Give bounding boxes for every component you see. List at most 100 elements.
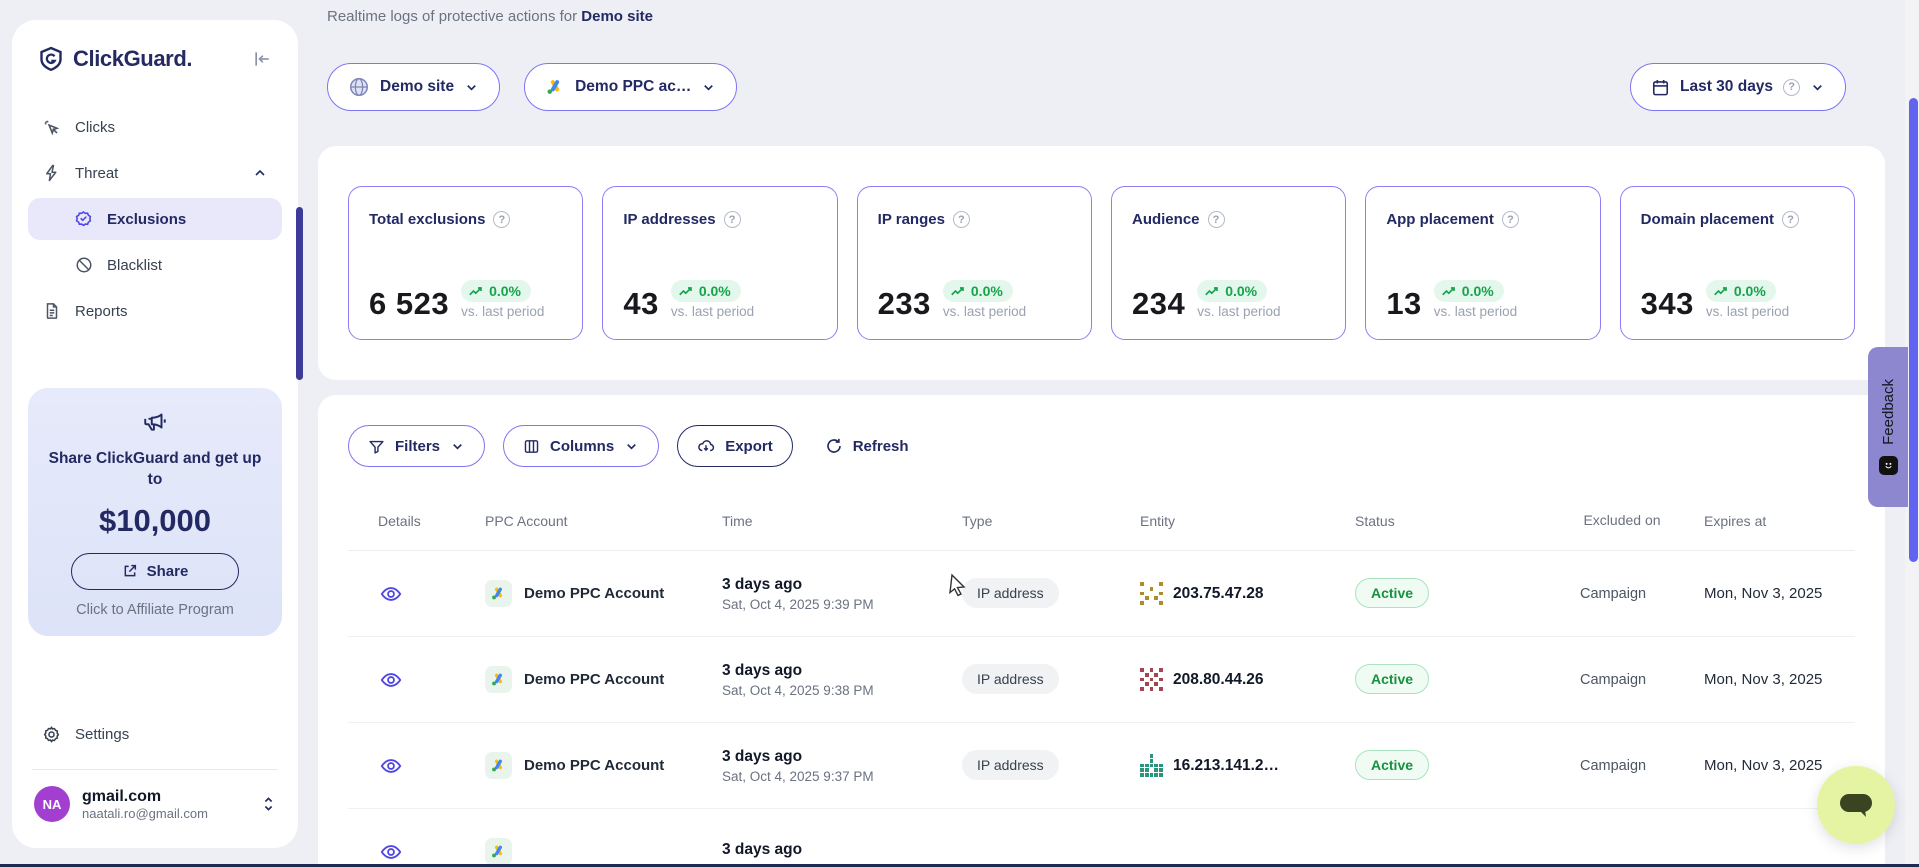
affiliate-link[interactable]: Click to Affiliate Program	[76, 601, 234, 618]
help-icon[interactable]: ?	[1501, 211, 1519, 228]
cursor-click-icon	[42, 118, 61, 137]
help-icon[interactable]: ?	[723, 211, 741, 228]
entity-identicon	[1140, 754, 1163, 777]
filters-button[interactable]: Filters	[348, 425, 486, 467]
sidebar-item-exclusions[interactable]: Exclusions	[28, 198, 282, 240]
stat-value: 43	[623, 286, 659, 321]
date-range-selector[interactable]: Last 30 days ?	[1630, 63, 1847, 111]
ppc-account-selector[interactable]: Demo PPC ac…	[524, 63, 738, 111]
exclusions-table-panel: Filters Columns Export Refresh Details P…	[318, 395, 1885, 867]
sidebar-item-clicks[interactable]: Clicks	[28, 106, 282, 148]
context-selectors: Demo site Demo PPC ac…	[327, 63, 738, 111]
view-details-eye-icon[interactable]	[380, 669, 485, 691]
trending-up-icon	[1205, 287, 1219, 296]
share-button[interactable]: Share	[71, 552, 239, 590]
stat-caption: vs. last period	[461, 304, 545, 319]
sidebar-item-label: Clicks	[75, 118, 115, 136]
stat-title: App placement	[1386, 211, 1494, 228]
sidebar-item-threat[interactable]: Threat	[28, 152, 282, 194]
expires-at-value: Mon, Nov 3, 2025	[1704, 671, 1823, 688]
expires-at-value: Mon, Nov 3, 2025	[1704, 585, 1823, 602]
chevron-down-icon	[1810, 80, 1825, 95]
stat-change: 0.0%	[489, 283, 521, 299]
stat-card-domain-placement: Domain placement? 343 0.0% vs. last peri…	[1619, 186, 1855, 340]
ban-icon	[74, 256, 93, 275]
stat-change: 0.0%	[1733, 283, 1766, 299]
stat-card-audience: Audience? 234 0.0% vs. last period	[1110, 186, 1347, 340]
view-details-eye-icon[interactable]	[380, 841, 485, 863]
funnel-icon	[369, 440, 384, 454]
entity-value: 16.213.141.2…	[1173, 756, 1280, 774]
column-header-excluded-on: Excluded on	[1583, 512, 1661, 528]
share-button-label: Share	[146, 562, 189, 580]
feedback-tab[interactable]: Feedback	[1868, 347, 1908, 507]
account-switcher[interactable]: NA gmail.com naatali.ro@gmail.com	[28, 786, 282, 828]
chevron-up-down-icon	[261, 795, 276, 813]
ppc-account-name: Demo PPC Account	[524, 757, 665, 774]
stat-caption: vs. last period	[1197, 304, 1281, 319]
chevron-down-icon	[453, 443, 462, 450]
status-badge: Active	[1355, 749, 1430, 780]
chat-launcher-button[interactable]	[1817, 766, 1895, 844]
ppc-account-name: Demo PPC Account	[524, 585, 665, 602]
stat-caption: vs. last period	[1433, 304, 1518, 319]
help-icon[interactable]: ?	[493, 211, 511, 228]
stats-panel: Total exclusions? 6 523 0.0% vs. last pe…	[318, 146, 1885, 380]
stat-card-total-exclusions: Total exclusions? 6 523 0.0% vs. last pe…	[348, 186, 584, 340]
type-badge: IP address	[962, 663, 1059, 694]
refresh-button[interactable]: Refresh	[810, 425, 923, 467]
help-icon[interactable]: ?	[1782, 211, 1800, 228]
status-badge: Active	[1355, 577, 1430, 608]
column-header-details: Details	[378, 512, 421, 529]
column-header-time: Time	[722, 512, 753, 529]
time-relative: 3 days ago	[722, 575, 803, 593]
sidebar-item-label: Threat	[75, 164, 119, 182]
sidebar-item-settings[interactable]: Settings	[28, 713, 282, 755]
sidebar-item-blacklist[interactable]: Blacklist	[28, 244, 282, 286]
page-scrollbar-thumb[interactable]	[1909, 98, 1918, 562]
sidebar-scrollbar[interactable]	[296, 207, 303, 380]
table-row[interactable]: Demo PPC Account 3 days ago Sat, Oct 4, …	[348, 723, 1855, 809]
stat-caption: vs. last period	[942, 304, 1027, 319]
sidebar-item-label: Reports	[75, 302, 128, 320]
avatar: NA	[34, 786, 70, 822]
stat-value: 233	[877, 286, 931, 321]
columns-button-label: Columns	[550, 437, 615, 455]
help-icon[interactable]: ?	[1207, 211, 1225, 228]
excluded-on-value: Campaign	[1580, 671, 1647, 688]
stat-value: 343	[1640, 286, 1694, 321]
ppc-selector-value: Demo PPC ac…	[575, 78, 692, 95]
columns-button[interactable]: Columns	[503, 425, 660, 467]
help-icon[interactable]: ?	[952, 211, 970, 228]
clickguard-shield-icon	[38, 46, 64, 72]
site-selector[interactable]: Demo site	[327, 63, 501, 111]
stat-card-ip-addresses: IP addresses? 43 0.0% vs. last period	[602, 186, 838, 340]
stat-card-ip-ranges: IP ranges? 233 0.0% vs. last period	[856, 186, 1092, 340]
trending-up-icon	[1714, 287, 1727, 296]
table-header-row: Details PPC Account Time Type Entity Sta…	[348, 491, 1855, 551]
brand-name: ClickGuard.	[73, 46, 193, 71]
stat-change: 0.0%	[1461, 283, 1494, 299]
entity-identicon	[1140, 582, 1163, 605]
view-details-eye-icon[interactable]	[380, 755, 485, 777]
table-row[interactable]: Demo PPC Account 3 days ago Sat, Oct 4, …	[348, 551, 1855, 637]
subtitle-text: Realtime logs of protective actions for	[327, 8, 578, 25]
view-details-eye-icon[interactable]	[380, 583, 485, 605]
table-row[interactable]: 3 days ago	[348, 809, 1855, 867]
google-ads-icon	[485, 580, 512, 607]
status-badge: Active	[1355, 663, 1430, 694]
stat-title: Domain placement	[1640, 211, 1775, 228]
google-ads-icon	[485, 666, 512, 693]
sidebar-collapse-icon[interactable]	[252, 49, 272, 69]
help-icon[interactable]: ?	[1783, 78, 1801, 96]
sidebar-item-reports[interactable]: Reports	[28, 290, 282, 332]
chevron-down-icon	[464, 80, 479, 95]
export-button[interactable]: Export	[677, 425, 793, 467]
refresh-button-label: Refresh	[852, 437, 909, 455]
table-row[interactable]: Demo PPC Account 3 days ago Sat, Oct 4, …	[348, 637, 1855, 723]
badge-check-icon	[74, 210, 93, 229]
column-header-expires-at: Expires at	[1704, 512, 1767, 529]
stat-card-app-placement: App placement? 13 0.0% vs. last period	[1365, 186, 1601, 340]
globe-icon	[348, 76, 370, 98]
time-exact: Sat, Oct 4, 2025 9:38 PM	[722, 682, 874, 698]
